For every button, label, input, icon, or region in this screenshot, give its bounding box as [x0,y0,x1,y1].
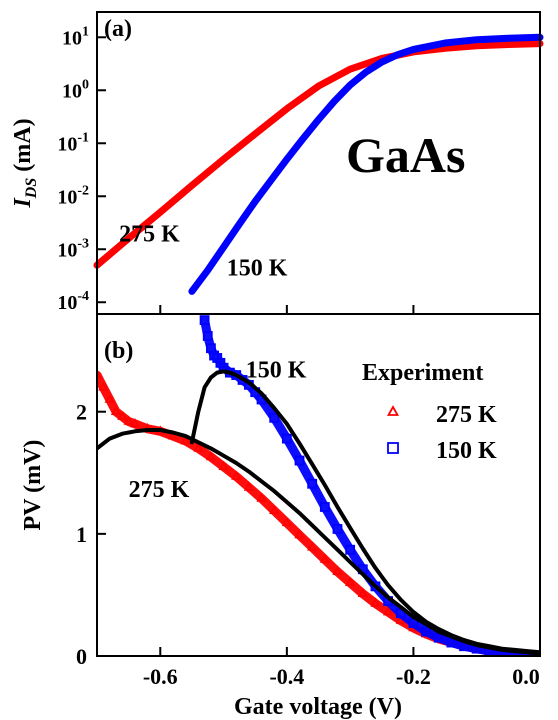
panel-b: 275 K 150 K 0 1 2 -0.6 -0.4 -0.2 0.0 (b) Gate volt… [20,313,541,720]
fit-label: 275 K [129,477,190,503]
data-point [294,529,305,539]
data-point [231,470,242,480]
x-tick-label-b: 0.0 [512,664,540,689]
data-point [104,393,115,403]
data-point [294,455,305,466]
data-point [332,565,343,576]
data-point [202,331,213,341]
data-point [269,412,280,423]
x-tick-label-b: -0.6 [143,664,178,689]
data-point [205,451,217,461]
y-tick-label-a: 10-3 [57,236,89,261]
data-point [332,524,343,534]
data-point [345,544,356,555]
x-tick-label-b: -0.4 [269,664,304,689]
fit-label: 150 K [246,358,307,384]
series-line-0 [93,40,544,269]
y-axis-label-b: PV (mV) [20,440,46,531]
data-point [281,517,292,527]
data-point [256,492,267,502]
legend-label: 150 K [436,438,497,464]
data-point [281,433,292,444]
data-point [193,442,204,452]
data-point [421,626,431,637]
legend-marker [387,442,399,454]
data-point [218,460,229,470]
panel-label-b: (b) [104,338,133,364]
series-label: 275 K [119,222,180,248]
data-point [199,315,210,326]
y-axis-label-a: IDS (mA) [10,118,40,208]
legend-title: Experiment [362,360,483,386]
legend: Experiment 275 K 150 K [362,360,497,464]
y-tick-label-a: 10-2 [57,183,89,208]
data-point [307,541,318,551]
legend-label: 275 K [436,402,497,428]
data-point [98,381,109,391]
data-point [117,410,128,420]
data-point [123,415,134,425]
data-point [357,587,368,598]
data-point [167,430,179,440]
data-point [180,435,191,445]
series-label: 150 K [227,255,288,281]
fit-line-3 [189,369,540,655]
data-point [370,597,381,607]
data-point [319,553,330,563]
data-point [370,581,381,592]
material-annotation: GaAs [346,127,465,183]
data-point [382,606,394,616]
series-line-1 [188,33,544,295]
data-point [97,369,103,379]
y-tick-label-b: 0 [76,644,87,669]
legend-marker [386,405,400,416]
panel-a: 275 K 150 K 10-4 10-3 10-2 10-1 100 101 (a) GaAs I… [10,11,544,315]
plot-area-b [97,315,540,656]
data-point [345,576,356,587]
plot-frame-a [96,11,541,315]
y-tick-label-b: 2 [76,400,87,425]
data-point [110,405,122,416]
y-tick-label-a: 10-1 [57,130,89,155]
x-tick-label-b: -0.2 [396,664,431,689]
y-tick-label-a: 100 [62,77,89,102]
data-point [307,478,318,489]
data-point [129,418,141,428]
y-tick-label-a: 10-4 [57,289,89,314]
plot-frame-b [96,313,541,657]
data-point [269,504,280,514]
panel-label-a: (a) [104,16,132,42]
data-point [243,481,255,491]
data-point [319,502,330,512]
y-tick-label-a: 101 [62,24,89,49]
x-axis-label: Gate voltage (V) [234,694,402,720]
y-tick-label-b: 1 [76,522,87,547]
